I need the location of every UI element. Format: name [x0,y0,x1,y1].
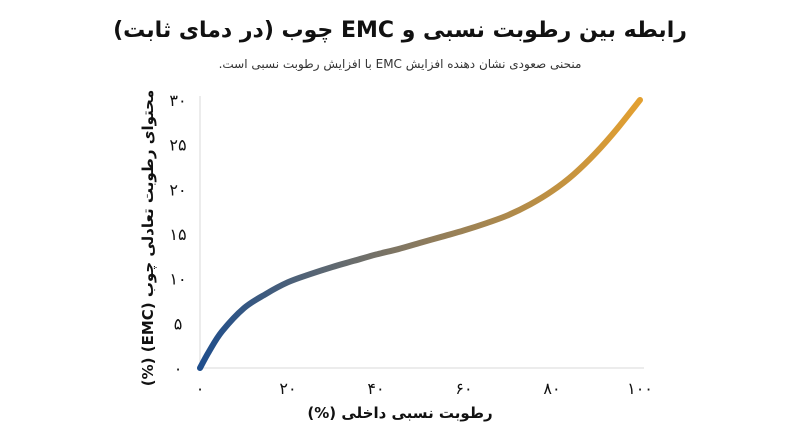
y-tick-label: ۱۵ [169,225,186,244]
y-tick-label: ۲۵ [169,136,186,155]
x-tick-label: ۲۰ [279,379,296,398]
y-tick-label: ۰ [174,359,183,378]
x-tick-label: ۱۰۰ [627,379,653,398]
y-tick-labels: ۰ ۵ ۱۰ ۱۵ ۲۰ ۲۵ ۳۰ [169,91,186,378]
chart-subtitle: منحنی صعودی نشان دهنده افزایش EMC با افز… [218,57,582,71]
y-axis-label: محتوای رطوبت تعادلی چوب (EMC) (%) [139,89,157,387]
chart-title: رابطه بین رطوبت نسبی و EMC چوب (در دمای … [113,18,687,43]
x-tick-label: ۸۰ [543,379,560,398]
x-axis-label: رطوبت نسبی داخلی (%) [307,404,493,422]
y-tick-label: ۱۰ [169,270,186,289]
x-tick-label: ۴۰ [367,379,384,398]
y-tick-label: ۵ [174,314,183,333]
x-tick-label: ۰ [196,379,205,398]
x-tick-label: ۶۰ [455,379,472,398]
emc-curve [197,97,643,371]
y-tick-label: ۲۰ [169,180,186,199]
y-tick-label: ۳۰ [169,91,186,110]
x-tick-labels: ۰ ۲۰ ۴۰ ۶۰ ۸۰ ۱۰۰ [196,379,653,398]
